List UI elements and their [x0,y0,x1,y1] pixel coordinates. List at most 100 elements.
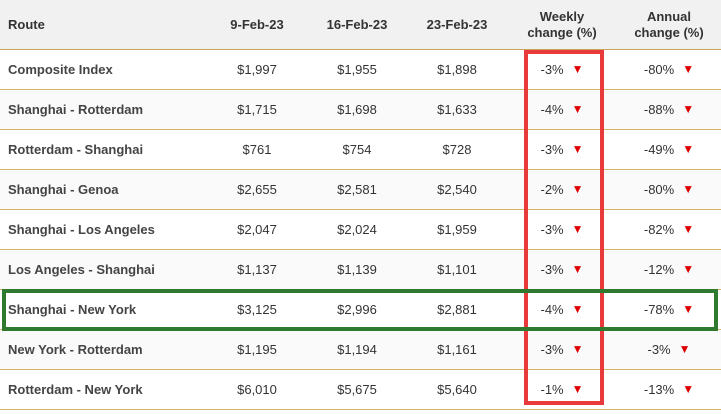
down-arrow-icon: ▼ [571,102,584,116]
rate-cell-23-feb: $1,898 [407,49,507,90]
weekly-change-cell: -4% ▼ [507,289,617,330]
annual-change-cell: -3% ▼ [617,329,721,370]
weekly-change-value: -3% [540,222,564,237]
table-row: Rotterdam - Shanghai $761 $754 $728 -3% ▼… [0,129,721,170]
route-cell: Shanghai - Los Angeles [0,209,207,250]
weekly-change-cell: -1% ▼ [507,369,617,410]
table-body: Composite Index $1,997 $1,955 $1,898 -3%… [0,49,721,410]
rate-cell-9-feb: $1,715 [207,89,307,130]
down-arrow-icon: ▼ [571,342,584,356]
route-cell: Shanghai - Genoa [0,169,207,210]
annual-change-cell: -78% ▼ [617,289,721,330]
weekly-change-cell: -3% ▼ [507,329,617,370]
annual-header-line-2: change (%) [634,24,704,40]
rate-cell-16-feb: $2,581 [307,169,407,210]
rate-cell-9-feb: $3,125 [207,289,307,330]
route-cell: New York - Rotterdam [0,329,207,370]
table-row: Rotterdam - New York $6,010 $5,675 $5,64… [0,369,721,410]
rate-cell-16-feb: $1,139 [307,249,407,290]
down-arrow-icon: ▼ [571,222,584,236]
down-arrow-icon: ▼ [571,262,584,276]
weekly-change-value: -2% [540,182,564,197]
annual-change-value: -12% [643,262,675,277]
table-row: Los Angeles - Shanghai $1,137 $1,139 $1,… [0,249,721,290]
weekly-change-column-header: Weekly change (%) [507,0,617,50]
annual-change-value: -3% [647,342,671,357]
table-row: Shanghai - Los Angeles $2,047 $2,024 $1,… [0,209,721,250]
annual-header-line-1: Annual [646,8,692,24]
annual-change-cell: -80% ▼ [617,49,721,90]
weekly-header-line-1: Weekly [539,8,585,24]
annual-change-value: -88% [643,102,675,117]
rate-cell-23-feb: $1,161 [407,329,507,370]
rate-cell-16-feb: $1,698 [307,89,407,130]
date-column-header-1: 9-Feb-23 [207,0,307,50]
annual-change-cell: -12% ▼ [617,249,721,290]
weekly-change-value: -3% [540,62,564,77]
rate-cell-16-feb: $1,955 [307,49,407,90]
table-row: Shanghai - New York $3,125 $2,996 $2,881… [0,289,721,330]
rate-cell-9-feb: $1,997 [207,49,307,90]
route-column-header: Route [0,0,207,50]
rate-cell-9-feb: $6,010 [207,369,307,410]
weekly-change-cell: -3% ▼ [507,49,617,90]
rate-cell-16-feb: $2,024 [307,209,407,250]
table-row: Shanghai - Rotterdam $1,715 $1,698 $1,63… [0,89,721,130]
header-row: Route 9-Feb-23 16-Feb-23 23-Feb-23 Weekl… [0,0,721,50]
date-column-header-3: 23-Feb-23 [407,0,507,50]
weekly-header-line-2: change (%) [527,24,597,40]
annual-change-column-header: Annual change (%) [617,0,721,50]
weekly-change-cell: -2% ▼ [507,169,617,210]
route-cell: Rotterdam - Shanghai [0,129,207,170]
annual-change-value: -82% [643,222,675,237]
down-arrow-icon: ▼ [682,262,695,276]
rate-cell-23-feb: $728 [407,129,507,170]
annual-change-cell: -13% ▼ [617,369,721,410]
table-row: Shanghai - Genoa $2,655 $2,581 $2,540 -2… [0,169,721,210]
route-cell: Composite Index [0,49,207,90]
rate-cell-9-feb: $1,137 [207,249,307,290]
down-arrow-icon: ▼ [678,342,691,356]
down-arrow-icon: ▼ [682,182,695,196]
table-header: Route 9-Feb-23 16-Feb-23 23-Feb-23 Weekl… [0,0,721,50]
down-arrow-icon: ▼ [571,382,584,396]
down-arrow-icon: ▼ [682,302,695,316]
rate-cell-9-feb: $761 [207,129,307,170]
down-arrow-icon: ▼ [571,182,584,196]
rate-cell-23-feb: $1,101 [407,249,507,290]
rate-cell-9-feb: $2,655 [207,169,307,210]
down-arrow-icon: ▼ [571,142,584,156]
route-cell: Rotterdam - New York [0,369,207,410]
rate-cell-23-feb: $2,881 [407,289,507,330]
down-arrow-icon: ▼ [682,102,695,116]
weekly-change-value: -3% [540,142,564,157]
rate-cell-23-feb: $2,540 [407,169,507,210]
weekly-change-value: -1% [540,382,564,397]
down-arrow-icon: ▼ [682,142,695,156]
rate-cell-16-feb: $5,675 [307,369,407,410]
rate-cell-16-feb: $2,996 [307,289,407,330]
date-column-header-2: 16-Feb-23 [307,0,407,50]
rate-cell-23-feb: $1,633 [407,89,507,130]
rate-cell-23-feb: $5,640 [407,369,507,410]
rate-cell-9-feb: $1,195 [207,329,307,370]
weekly-change-cell: -4% ▼ [507,89,617,130]
table-row: Composite Index $1,997 $1,955 $1,898 -3%… [0,49,721,90]
weekly-change-cell: -3% ▼ [507,209,617,250]
weekly-change-value: -3% [540,342,564,357]
route-cell: Los Angeles - Shanghai [0,249,207,290]
annual-change-cell: -88% ▼ [617,89,721,130]
annual-change-cell: -80% ▼ [617,169,721,210]
route-cell: Shanghai - Rotterdam [0,89,207,130]
rate-cell-16-feb: $1,194 [307,329,407,370]
annual-change-value: -13% [643,382,675,397]
rate-cell-23-feb: $1,959 [407,209,507,250]
down-arrow-icon: ▼ [682,382,695,396]
annual-change-value: -78% [643,302,675,317]
annual-change-value: -80% [643,62,675,77]
down-arrow-icon: ▼ [571,302,584,316]
weekly-change-value: -3% [540,262,564,277]
rate-cell-16-feb: $754 [307,129,407,170]
weekly-change-cell: -3% ▼ [507,249,617,290]
